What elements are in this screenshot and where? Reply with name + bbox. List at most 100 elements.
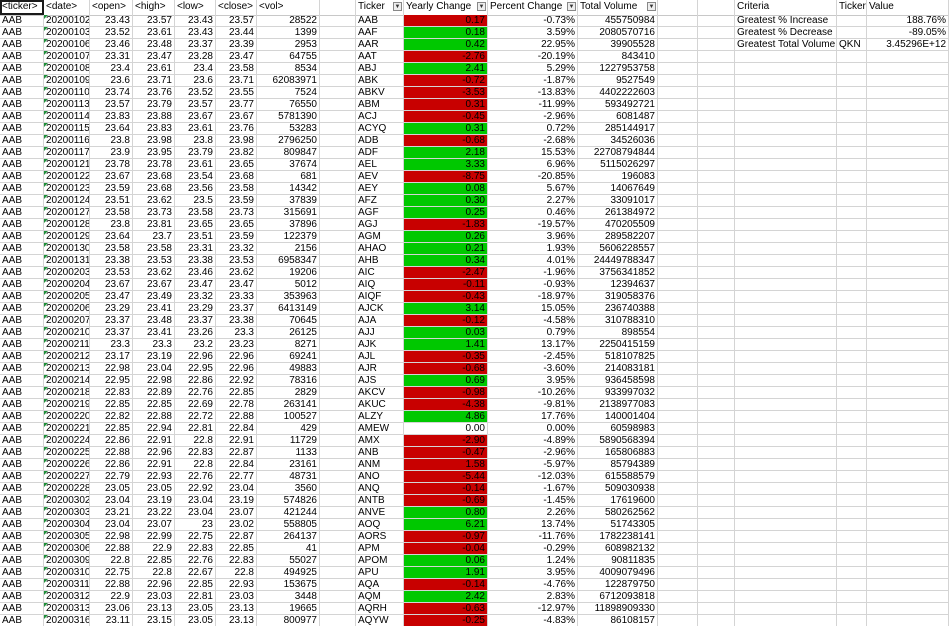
cell-criteria-value[interactable] [867, 555, 949, 567]
cell-ticker[interactable]: AAB [0, 147, 44, 159]
cell-high[interactable]: 23.05 [133, 483, 175, 495]
cell-yearly-change[interactable]: 0.69 [404, 375, 488, 387]
cell-criteria[interactable] [735, 267, 837, 279]
cell-blank[interactable] [658, 135, 698, 147]
cell-vol[interactable]: 26125 [257, 327, 320, 339]
cell-close[interactable]: 22.85 [216, 387, 257, 399]
header-vol[interactable]: <vol> [257, 0, 320, 15]
cell-summary-ticker[interactable]: AAB [356, 15, 404, 27]
cell-blank[interactable] [658, 579, 698, 591]
cell-ticker[interactable]: AAB [0, 63, 44, 75]
cell-blank[interactable] [658, 27, 698, 39]
cell-ticker[interactable]: AAB [0, 99, 44, 111]
cell-vol[interactable]: 8534 [257, 63, 320, 75]
cell-date[interactable]: 20200303 [44, 507, 90, 519]
cell-date[interactable]: 20200113 [44, 99, 90, 111]
cell-summary-ticker[interactable]: AIQF [356, 291, 404, 303]
cell-blank[interactable] [698, 435, 735, 447]
cell-total-volume[interactable]: 24449788347 [578, 255, 658, 267]
cell-open[interactable]: 22.9 [90, 591, 133, 603]
cell-high[interactable]: 23.61 [133, 63, 175, 75]
cell-total-volume[interactable]: 5890568394 [578, 435, 658, 447]
cell-ticker[interactable]: AAB [0, 483, 44, 495]
cell-date[interactable]: 20200107 [44, 51, 90, 63]
cell-yearly-change[interactable]: -0.45 [404, 111, 488, 123]
cell-date[interactable]: 20200219 [44, 399, 90, 411]
filter-dropdown-icon[interactable]: ▼ [567, 2, 576, 11]
cell-ticker[interactable]: AAB [0, 27, 44, 39]
cell-yearly-change[interactable]: 2.18 [404, 147, 488, 159]
cell-criteria-ticker[interactable]: QKN [837, 39, 867, 51]
cell-total-volume[interactable]: 2138977083 [578, 399, 658, 411]
cell-ticker[interactable]: AAB [0, 243, 44, 255]
cell-open[interactable]: 23.58 [90, 243, 133, 255]
cell-criteria[interactable] [735, 495, 837, 507]
cell-percent-change[interactable]: -11.99% [488, 99, 578, 111]
cell-blank[interactable] [698, 423, 735, 435]
cell-criteria-value[interactable] [867, 375, 949, 387]
cell-criteria[interactable] [735, 459, 837, 471]
cell-percent-change[interactable]: -1.96% [488, 267, 578, 279]
cell-criteria-ticker[interactable] [837, 75, 867, 87]
cell-criteria[interactable] [735, 183, 837, 195]
cell-close[interactable]: 23.58 [216, 183, 257, 195]
cell-vol[interactable]: 53283 [257, 123, 320, 135]
cell-criteria-ticker[interactable] [837, 399, 867, 411]
header-ticker[interactable]: <ticker> [0, 0, 44, 15]
cell-ticker[interactable]: AAB [0, 363, 44, 375]
cell-criteria-value[interactable] [867, 219, 949, 231]
cell-criteria-ticker[interactable] [837, 507, 867, 519]
cell-yearly-change[interactable]: -0.97 [404, 531, 488, 543]
cell-summary-ticker[interactable]: ADF [356, 147, 404, 159]
cell-open[interactable]: 23.21 [90, 507, 133, 519]
cell-total-volume[interactable]: 60598983 [578, 423, 658, 435]
cell-vol[interactable]: 2156 [257, 243, 320, 255]
cell-criteria-value[interactable] [867, 255, 949, 267]
cell-summary-ticker[interactable]: AOQ [356, 519, 404, 531]
cell-total-volume[interactable]: 4009079496 [578, 567, 658, 579]
cell-summary-ticker[interactable]: AHAO [356, 243, 404, 255]
cell-blank[interactable] [698, 147, 735, 159]
cell-criteria-ticker[interactable] [837, 567, 867, 579]
cell-blank[interactable] [698, 51, 735, 63]
cell-criteria[interactable] [735, 471, 837, 483]
cell-yearly-change[interactable]: -0.98 [404, 387, 488, 399]
cell-low[interactable]: 23.47 [175, 279, 216, 291]
cell-open[interactable]: 23.17 [90, 351, 133, 363]
cell-ticker[interactable]: AAB [0, 123, 44, 135]
cell-criteria-value[interactable] [867, 195, 949, 207]
cell-total-volume[interactable]: 319058376 [578, 291, 658, 303]
cell-blank[interactable] [658, 435, 698, 447]
cell-percent-change[interactable]: -4.83% [488, 615, 578, 626]
cell-criteria-ticker[interactable] [837, 519, 867, 531]
cell-total-volume[interactable]: 580262562 [578, 507, 658, 519]
header-yearly-change[interactable]: Yearly Change ▼ [404, 0, 488, 15]
cell-blank[interactable] [698, 375, 735, 387]
cell-high[interactable]: 22.91 [133, 459, 175, 471]
cell-high[interactable]: 23.58 [133, 243, 175, 255]
cell-blank[interactable] [320, 99, 356, 111]
cell-percent-change[interactable]: -5.97% [488, 459, 578, 471]
cell-blank[interactable] [320, 243, 356, 255]
cell-total-volume[interactable]: 9527549 [578, 75, 658, 87]
cell-date[interactable]: 20200213 [44, 363, 90, 375]
cell-percent-change[interactable]: 2.27% [488, 195, 578, 207]
cell-summary-ticker[interactable]: AGJ [356, 219, 404, 231]
cell-blank[interactable] [698, 75, 735, 87]
cell-vol[interactable]: 48731 [257, 471, 320, 483]
cell-high[interactable]: 23.81 [133, 219, 175, 231]
cell-low[interactable]: 22.76 [175, 555, 216, 567]
cell-yearly-change[interactable]: -0.04 [404, 543, 488, 555]
cell-low[interactable]: 22.81 [175, 423, 216, 435]
cell-open[interactable]: 22.85 [90, 399, 133, 411]
cell-open[interactable]: 23.3 [90, 339, 133, 351]
cell-ticker[interactable]: AAB [0, 51, 44, 63]
cell-vol[interactable]: 76550 [257, 99, 320, 111]
cell-blank[interactable] [320, 207, 356, 219]
cell-blank[interactable] [698, 387, 735, 399]
cell-vol[interactable]: 3448 [257, 591, 320, 603]
cell-date[interactable]: 20200109 [44, 75, 90, 87]
header-high[interactable]: <high> [133, 0, 175, 15]
cell-date[interactable]: 20200127 [44, 207, 90, 219]
cell-low[interactable]: 22.75 [175, 531, 216, 543]
